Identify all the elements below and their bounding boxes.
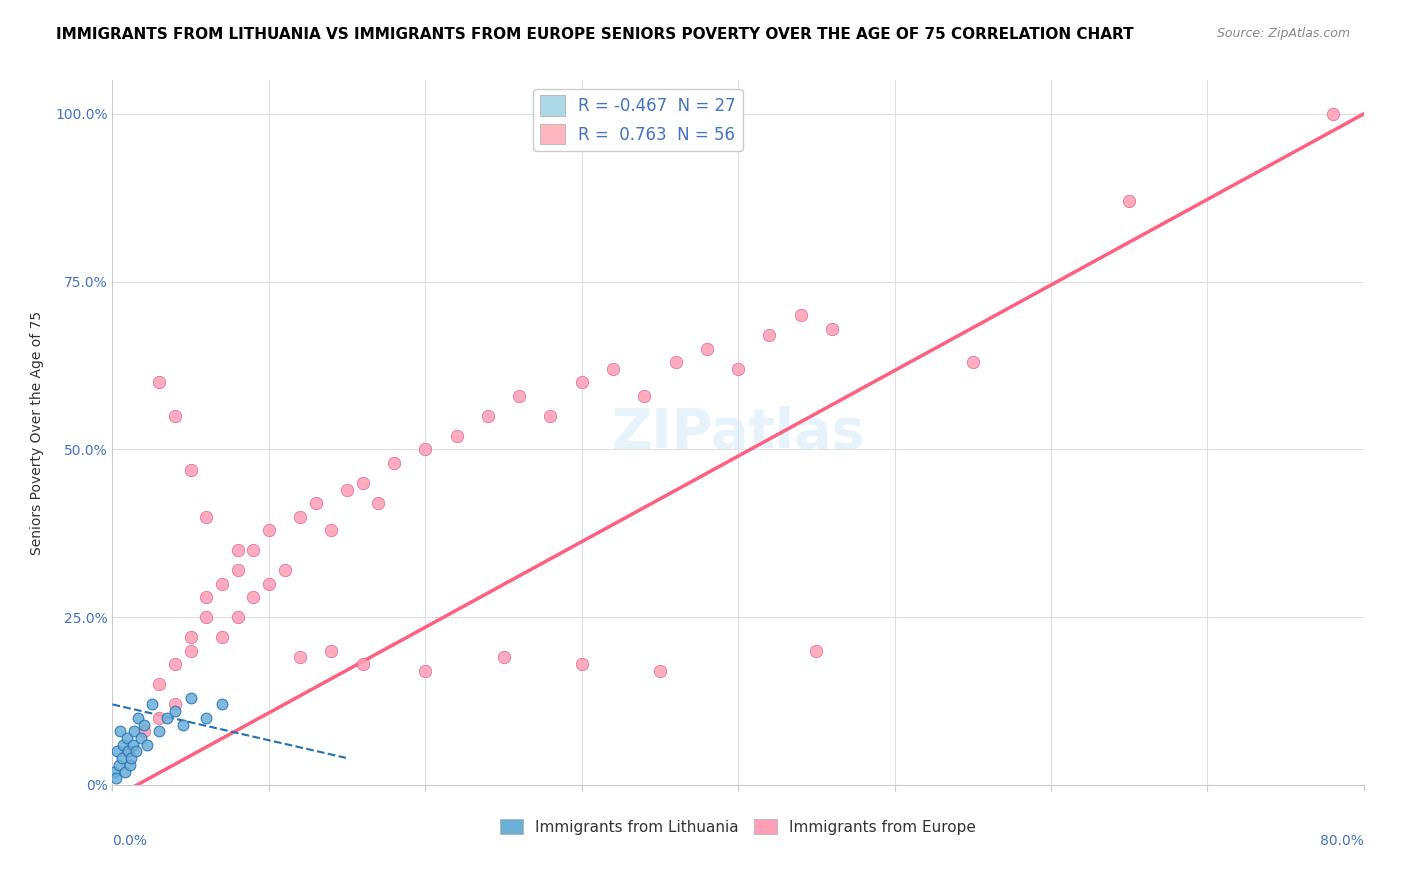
Point bbox=[180, 462, 202, 476]
Point bbox=[226, 610, 249, 624]
Point bbox=[226, 563, 249, 577]
Point bbox=[195, 590, 218, 604]
Point bbox=[1118, 194, 1140, 208]
Point bbox=[242, 590, 264, 604]
Point bbox=[273, 563, 295, 577]
Point bbox=[127, 711, 149, 725]
Point bbox=[477, 409, 499, 423]
Point bbox=[148, 376, 170, 390]
Point bbox=[446, 429, 468, 443]
Point bbox=[727, 362, 749, 376]
Point bbox=[492, 650, 515, 665]
Point bbox=[382, 456, 405, 470]
Point bbox=[257, 576, 280, 591]
Text: IMMIGRANTS FROM LITHUANIA VS IMMIGRANTS FROM EUROPE SENIORS POVERTY OVER THE AGE: IMMIGRANTS FROM LITHUANIA VS IMMIGRANTS … bbox=[56, 27, 1133, 42]
Point bbox=[141, 698, 163, 712]
Point bbox=[211, 576, 233, 591]
Text: 80.0%: 80.0% bbox=[1320, 834, 1364, 848]
Point bbox=[115, 731, 138, 745]
Point bbox=[163, 704, 186, 718]
Text: ZIPatlas: ZIPatlas bbox=[612, 406, 865, 459]
Point bbox=[180, 690, 202, 705]
Point bbox=[305, 496, 328, 510]
Point bbox=[118, 757, 141, 772]
Point bbox=[540, 409, 562, 423]
Point bbox=[135, 738, 157, 752]
Point bbox=[120, 751, 142, 765]
Point bbox=[195, 610, 218, 624]
Point bbox=[367, 496, 389, 510]
Point bbox=[664, 355, 686, 369]
Point bbox=[148, 711, 170, 725]
Point bbox=[104, 771, 127, 785]
Point bbox=[571, 657, 593, 672]
Y-axis label: Seniors Poverty Over the Age of 75: Seniors Poverty Over the Age of 75 bbox=[30, 310, 44, 555]
Point bbox=[132, 724, 155, 739]
Point bbox=[415, 664, 437, 678]
Point bbox=[180, 630, 202, 644]
Point bbox=[105, 744, 128, 758]
Point bbox=[156, 711, 179, 725]
Point bbox=[195, 509, 218, 524]
Point bbox=[321, 644, 343, 658]
Point bbox=[121, 738, 143, 752]
Point bbox=[211, 698, 233, 712]
Point bbox=[163, 409, 186, 423]
Point bbox=[124, 724, 146, 739]
Point bbox=[352, 475, 374, 490]
Point bbox=[114, 764, 136, 779]
Point bbox=[195, 711, 218, 725]
Point bbox=[112, 738, 135, 752]
Text: Source: ZipAtlas.com: Source: ZipAtlas.com bbox=[1216, 27, 1350, 40]
Point bbox=[125, 744, 148, 758]
Point bbox=[571, 376, 593, 390]
Point bbox=[321, 523, 343, 537]
Point bbox=[962, 355, 984, 369]
Point bbox=[508, 389, 530, 403]
Point bbox=[148, 677, 170, 691]
Point bbox=[352, 657, 374, 672]
Point bbox=[415, 442, 437, 457]
Point bbox=[821, 321, 844, 335]
Point bbox=[180, 644, 202, 658]
Point bbox=[111, 751, 134, 765]
Point bbox=[211, 630, 233, 644]
Point bbox=[110, 724, 132, 739]
Point bbox=[790, 308, 813, 322]
Point bbox=[696, 342, 718, 356]
Point bbox=[806, 644, 828, 658]
Point bbox=[602, 362, 624, 376]
Text: 0.0%: 0.0% bbox=[112, 834, 148, 848]
Point bbox=[107, 757, 129, 772]
Point bbox=[290, 509, 312, 524]
Point bbox=[103, 764, 125, 779]
Point bbox=[117, 744, 139, 758]
Legend: Immigrants from Lithuania, Immigrants from Europe: Immigrants from Lithuania, Immigrants fr… bbox=[494, 813, 983, 841]
Point bbox=[132, 717, 155, 731]
Point bbox=[290, 650, 312, 665]
Point bbox=[172, 717, 194, 731]
Point bbox=[242, 543, 264, 558]
Point bbox=[148, 724, 170, 739]
Point bbox=[163, 657, 186, 672]
Point bbox=[226, 543, 249, 558]
Point bbox=[336, 483, 359, 497]
Point bbox=[117, 744, 139, 758]
Point bbox=[758, 328, 780, 343]
Point bbox=[163, 698, 186, 712]
Point bbox=[129, 731, 152, 745]
Point bbox=[257, 523, 280, 537]
Point bbox=[648, 664, 671, 678]
Point bbox=[633, 389, 655, 403]
Point bbox=[1322, 107, 1344, 121]
